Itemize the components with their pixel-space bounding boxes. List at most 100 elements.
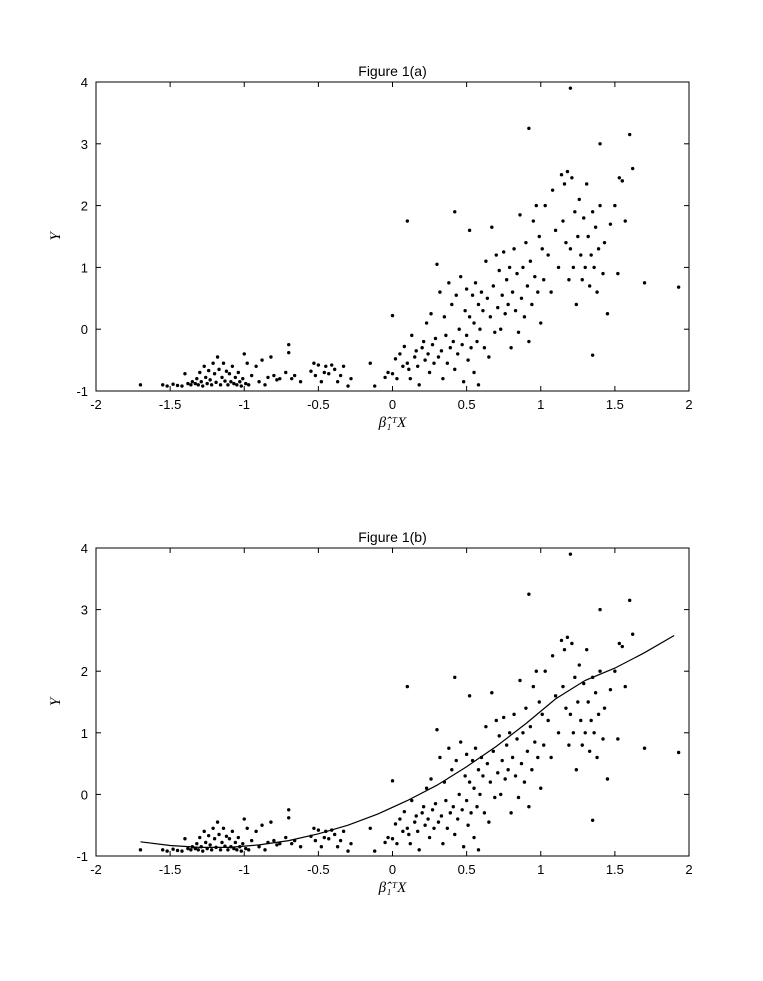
scatter-point <box>229 380 233 384</box>
scatter-point <box>561 219 565 223</box>
scatter-point <box>244 846 248 851</box>
scatter-point <box>454 758 458 763</box>
scatter-point <box>464 752 469 757</box>
scatter-point <box>220 840 224 845</box>
scatter-point <box>587 284 592 288</box>
scatter-point <box>204 375 208 380</box>
scatter-point <box>373 384 377 388</box>
scatter-point <box>195 376 199 381</box>
scatter-point <box>525 749 530 753</box>
scatter-point <box>383 840 387 845</box>
scatter-point <box>417 848 421 852</box>
scatter-point <box>410 798 414 803</box>
scatter-point <box>330 363 334 367</box>
scatter-point <box>232 381 236 386</box>
x-tick-label: 1 <box>537 862 544 877</box>
scatter-point <box>278 841 282 846</box>
scatter-point <box>289 376 294 381</box>
scatter-point <box>531 219 536 223</box>
scatter-point <box>312 826 316 830</box>
x-tick-label: -2 <box>90 397 102 412</box>
scatter-point <box>484 724 488 729</box>
scatter-point <box>338 838 343 843</box>
scatter-point <box>287 342 291 347</box>
scatter-point <box>346 849 350 853</box>
scatter-point <box>539 321 543 325</box>
scatter-point <box>596 247 601 251</box>
scatter-point <box>613 203 617 208</box>
x-tick-label: -1 <box>238 862 250 877</box>
scatter-point <box>537 700 541 704</box>
scatter-point <box>272 373 276 378</box>
scatter-point <box>530 768 534 772</box>
scatter-point <box>469 346 473 350</box>
x-tick-label: -1.5 <box>159 397 181 412</box>
scatter-point <box>312 361 316 365</box>
scatter-point <box>241 376 245 381</box>
scatter-point <box>565 635 570 640</box>
scatter-point <box>405 684 410 689</box>
scatter-point <box>332 832 337 837</box>
scatter-point <box>491 284 496 288</box>
scatter-point <box>562 647 567 652</box>
scatter-point <box>230 364 235 368</box>
x-tick-label: 1 <box>537 397 544 412</box>
scatter-point <box>435 262 439 267</box>
scatter-point <box>467 315 472 319</box>
scatter-point <box>439 349 444 353</box>
scatter-point <box>313 838 318 843</box>
scatter-point <box>242 817 246 821</box>
scatter-point <box>490 225 494 229</box>
scatter-point <box>407 367 411 372</box>
scatter-point <box>490 691 494 695</box>
scatter-point <box>516 795 521 800</box>
scatter-point <box>525 284 530 288</box>
scatter-point <box>542 743 546 747</box>
scatter-point <box>175 848 180 853</box>
scatter-point <box>571 731 576 735</box>
x-tick-label: -1.5 <box>159 862 181 877</box>
scatter-point <box>349 841 353 846</box>
y-tick-label: 2 <box>81 199 88 214</box>
scatter-point <box>460 808 464 812</box>
scatter-point <box>287 350 291 355</box>
scatter-point <box>602 240 607 245</box>
scatter-point <box>453 367 457 372</box>
y-tick-label: 3 <box>81 137 88 152</box>
scatter-point <box>202 364 206 368</box>
scatter-point <box>601 737 605 741</box>
scatter-point <box>576 700 580 704</box>
scatter-point <box>138 383 143 387</box>
scatter-point <box>503 312 507 316</box>
scatter-point <box>313 373 318 378</box>
scatter-point <box>504 278 509 282</box>
scatter-point <box>506 768 510 772</box>
scatter-point <box>227 837 232 841</box>
y-tick-label: 2 <box>81 664 88 679</box>
scatter-point <box>212 837 217 841</box>
scatter-point <box>316 828 321 832</box>
scatter-point <box>676 750 681 755</box>
scatter-point <box>485 296 490 300</box>
scatter-point <box>623 684 627 689</box>
scatter-point <box>476 383 481 387</box>
scatter-point <box>494 253 498 257</box>
scatter-point <box>478 327 482 331</box>
scatter-point <box>436 355 441 359</box>
scatter-point <box>249 838 254 843</box>
scatter-point <box>472 786 476 790</box>
scatter-point <box>445 361 450 365</box>
scatter-point <box>439 814 444 818</box>
scatter-point <box>642 746 647 750</box>
scatter-point <box>198 835 202 840</box>
scatter-point <box>402 344 407 349</box>
scatter-point <box>553 694 558 698</box>
scatter-point <box>423 823 427 827</box>
scatter-point <box>165 384 169 388</box>
scatter-point <box>473 281 478 285</box>
scatter-point <box>438 290 442 294</box>
scatter-point <box>540 247 544 251</box>
scatter-point <box>287 808 291 812</box>
scatter-point <box>430 808 435 812</box>
scatter-point <box>559 638 564 643</box>
